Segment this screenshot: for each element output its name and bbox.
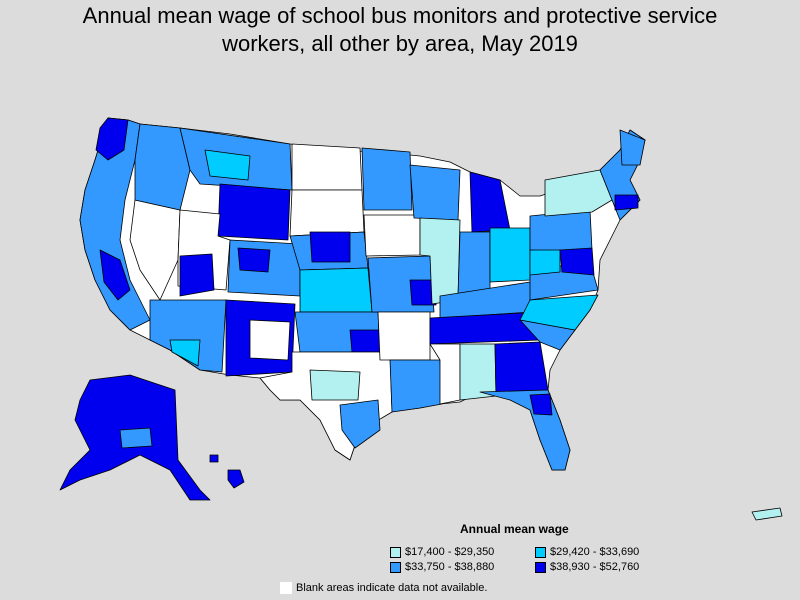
region-indiana [457,231,491,297]
region-florida [479,389,571,471]
legend-swatch-3 [390,561,401,573]
blank-areas-note: Blank areas indicate data not available. [280,582,487,594]
legend-swatch-2 [535,546,546,558]
region-nebraska-east [309,231,351,263]
region-arizona [149,299,227,373]
region-puerto-rico [751,507,783,521]
legend-label-4: $38,930 - $52,760 [550,561,640,573]
region-maine [619,129,646,166]
legend-item-2: $29,420 - $33,690 [535,546,639,558]
region-arkansas [377,311,431,361]
region-illinois [419,217,461,305]
legend-label-2: $29,420 - $33,690 [550,546,640,558]
region-south-dakota [289,189,365,237]
region-new-mexico-east [249,319,291,361]
region-alaska-south [119,427,153,449]
region-massachusetts [614,194,639,211]
region-utah-north [179,253,215,297]
region-california-central [99,249,131,301]
region-colorado-front [237,247,271,273]
legend-item-3: $33,750 - $38,880 [390,561,494,573]
legend-item-1: $17,400 - $29,350 [390,546,494,558]
map-title-line-2: workers, all other by area, May 2019 [222,31,578,56]
region-texas-east [339,399,381,449]
legend-label-1: $17,400 - $29,350 [405,546,495,558]
region-new-york [544,169,613,217]
blank-note-text: Blank areas indicate data not available. [296,582,488,594]
region-west-virginia [529,247,561,276]
legend-title: Annual mean wage [460,522,569,536]
region-maryland [559,247,595,276]
blank-swatch [280,582,292,594]
region-mississippi [429,343,461,405]
region-georgia [494,341,549,397]
region-texas-central [309,369,361,401]
map-title-line-1: Annual mean wage of school bus monitors … [82,3,718,28]
region-arizona-south [169,339,201,367]
legend-item-4: $38,930 - $52,760 [535,561,639,573]
region-washington-west [95,117,129,161]
region-north-dakota [291,143,363,191]
legend-swatch-1 [390,546,401,558]
region-oklahoma-central [349,329,381,353]
region-hawaii-maui [209,454,219,463]
region-iowa [363,214,421,257]
region-hawaii [227,469,245,489]
region-ohio [489,227,531,283]
legend-label-3: $33,750 - $38,880 [405,561,495,573]
region-wisconsin [409,164,461,221]
region-louisiana [389,359,443,413]
map-title: Annual mean wage of school bus monitors … [0,2,800,58]
region-wyoming [217,183,291,241]
region-kansas [299,267,373,313]
region-missouri-east [409,279,437,306]
region-florida-north [529,393,553,416]
region-montana-central [204,149,251,181]
region-pennsylvania [529,209,593,251]
legend-swatch-4 [535,561,546,573]
region-north-carolina [519,294,599,331]
region-michigan [469,171,511,233]
region-minnesota [361,147,413,211]
